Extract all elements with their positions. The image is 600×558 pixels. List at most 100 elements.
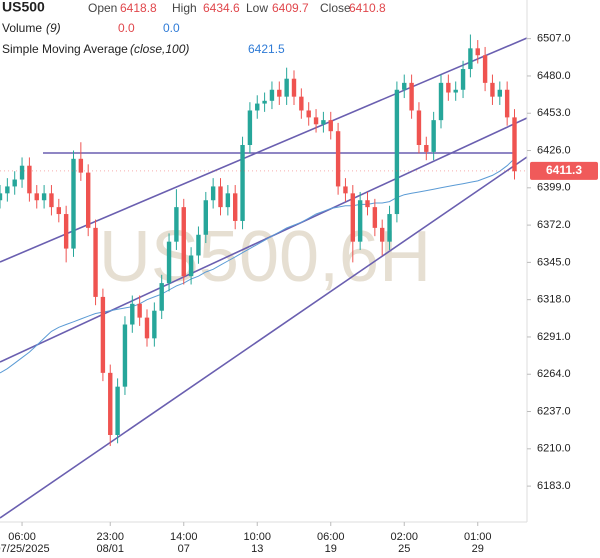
- open-label: Open: [88, 1, 117, 15]
- candle: [402, 74, 407, 99]
- y-tick-label: 6480.0: [537, 70, 571, 82]
- candle-body: [335, 131, 341, 187]
- candle: [34, 185, 39, 209]
- candle-body: [446, 82, 451, 93]
- candle-body: [174, 207, 179, 242]
- candle-body: [460, 69, 466, 90]
- candle-body: [424, 145, 429, 152]
- y-tick-label: 6264.0: [537, 368, 571, 380]
- candle: [468, 34, 473, 78]
- candle: [343, 178, 348, 202]
- candle-body: [144, 317, 150, 339]
- candle: [490, 74, 495, 105]
- candle: [512, 109, 517, 180]
- candle-body: [152, 310, 157, 339]
- candle-body: [453, 89, 458, 93]
- candle: [174, 189, 179, 250]
- candle: [446, 74, 451, 101]
- candle: [365, 191, 370, 216]
- candle-body: [34, 193, 39, 201]
- candle-body: [19, 165, 25, 180]
- x-tick-label: 14:00 07: [170, 531, 198, 555]
- x-tick-label: 10:00 13: [243, 531, 271, 555]
- close-label: Close: [320, 1, 351, 15]
- candle: [255, 95, 260, 119]
- candle: [203, 191, 208, 244]
- y-tick-label: 6183.0: [537, 480, 571, 492]
- candle-body: [63, 214, 69, 249]
- candle: [71, 150, 76, 257]
- candle: [181, 198, 186, 285]
- candle: [372, 198, 378, 237]
- candle: [262, 92, 267, 112]
- candle-body: [5, 186, 10, 194]
- candle: [409, 74, 414, 119]
- candle-body: [387, 214, 392, 242]
- candle-body: [343, 186, 348, 194]
- channel-lower: [0, 156, 528, 519]
- candle: [86, 164, 91, 237]
- candle: [188, 247, 194, 285]
- low-value: 6409.7: [272, 1, 309, 15]
- candle: [233, 185, 238, 230]
- volume-period: (9): [46, 21, 61, 35]
- candle: [27, 157, 32, 202]
- x-tick-label: 06:00 19: [317, 531, 345, 555]
- candle: [56, 198, 61, 223]
- candle: [269, 81, 275, 110]
- candle: [93, 219, 98, 306]
- last-price-box: [530, 161, 598, 180]
- y-tick-label: 6318.0: [537, 294, 571, 306]
- candle-body: [497, 89, 502, 97]
- candle: [350, 185, 355, 263]
- candle-body: [181, 207, 186, 277]
- candle-body: [196, 234, 201, 256]
- candle: [380, 219, 385, 256]
- candle: [159, 274, 164, 319]
- candle-body: [137, 303, 142, 318]
- low-label: Low: [246, 1, 268, 15]
- x-tick-label: 06:00 07/25/2025: [0, 531, 50, 555]
- sma-line: [0, 158, 515, 374]
- symbol: US500: [2, 0, 45, 15]
- candle-body: [218, 186, 223, 208]
- candle: [152, 302, 157, 347]
- candle-body: [482, 55, 488, 83]
- candle-body: [233, 193, 238, 221]
- candle-body: [475, 48, 480, 56]
- watermark: US500,6H: [99, 217, 431, 297]
- candle-body: [93, 227, 98, 297]
- candle: [166, 233, 172, 292]
- candle: [247, 102, 253, 154]
- candle-body: [291, 78, 297, 97]
- y-tick-label: 6372.0: [537, 219, 571, 231]
- candle: [100, 288, 106, 382]
- candle-body: [108, 372, 113, 435]
- candle: [357, 191, 363, 250]
- candle: [63, 205, 69, 263]
- y-tick-label: 6453.0: [537, 107, 571, 119]
- y-tick-label: 6237.0: [537, 405, 571, 417]
- candle: [240, 136, 245, 230]
- candle: [328, 111, 333, 140]
- candle-body: [255, 103, 260, 111]
- high-label: High: [172, 1, 197, 15]
- candle-body: [431, 120, 436, 152]
- candle-body: [188, 255, 194, 277]
- sma-value: 6421.5: [248, 42, 285, 56]
- candle-body: [203, 200, 208, 235]
- volume-label: Volume: [2, 21, 42, 35]
- x-tick-label: 01:00 29: [464, 531, 492, 555]
- y-tick-label: 6345.0: [537, 256, 571, 268]
- candle-body: [0, 193, 3, 201]
- candle: [306, 102, 311, 126]
- candle: [335, 122, 341, 195]
- candle: [460, 60, 466, 99]
- candle: [482, 46, 488, 92]
- sma-label: Simple Moving Average: [2, 42, 128, 56]
- candle: [122, 316, 128, 395]
- volume-value: 0.0: [118, 21, 135, 35]
- candle: [12, 171, 17, 195]
- candle-body: [328, 120, 333, 132]
- close-value: 6410.8: [349, 1, 386, 15]
